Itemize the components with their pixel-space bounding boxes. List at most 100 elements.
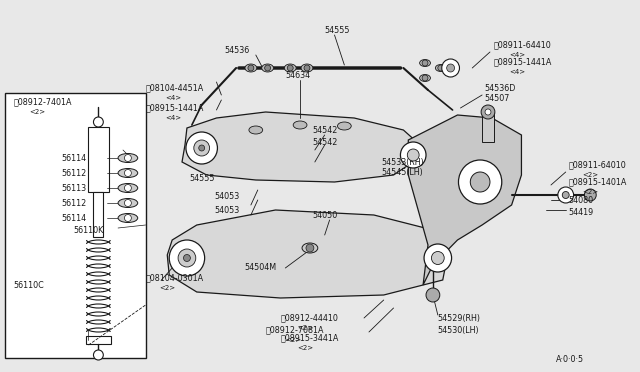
Text: <2>: <2> (582, 189, 598, 195)
Polygon shape (167, 210, 447, 298)
Text: 54555: 54555 (189, 173, 214, 183)
Text: 54536D: 54536D (484, 83, 515, 93)
Ellipse shape (420, 60, 431, 67)
Text: <4>: <4> (165, 95, 181, 101)
Ellipse shape (337, 122, 351, 130)
Circle shape (124, 199, 131, 206)
Circle shape (124, 154, 131, 161)
Circle shape (248, 65, 254, 71)
Circle shape (563, 192, 569, 199)
Circle shape (407, 149, 419, 161)
Text: <2>: <2> (29, 109, 45, 115)
Text: 54507: 54507 (484, 93, 509, 103)
Bar (93, 192, 103, 237)
Text: ⓝ08911-64010: ⓝ08911-64010 (569, 160, 627, 170)
Text: 56112: 56112 (61, 169, 86, 177)
Text: 54536: 54536 (225, 45, 250, 55)
Text: 54050: 54050 (313, 211, 338, 219)
Ellipse shape (435, 64, 446, 71)
Ellipse shape (118, 199, 138, 208)
Ellipse shape (420, 74, 431, 81)
Circle shape (93, 117, 103, 127)
Circle shape (426, 288, 440, 302)
Ellipse shape (245, 64, 257, 72)
Ellipse shape (302, 243, 318, 253)
Text: Ⓦ08915-1441A: Ⓦ08915-1441A (146, 103, 204, 112)
Text: Ⓦ08915-1401A: Ⓦ08915-1401A (569, 177, 627, 186)
Text: <2>: <2> (582, 172, 598, 178)
Circle shape (485, 109, 491, 115)
Circle shape (169, 240, 205, 276)
Circle shape (422, 60, 428, 66)
Text: <2>: <2> (297, 325, 313, 331)
Ellipse shape (118, 214, 138, 222)
Text: 54555: 54555 (324, 26, 350, 35)
Circle shape (124, 185, 131, 192)
Text: Ⓦ08915-3441A: Ⓦ08915-3441A (280, 334, 339, 343)
Ellipse shape (118, 154, 138, 163)
Circle shape (447, 64, 454, 72)
Bar (5, 93, 146, 358)
Text: Ⓑ08104-4451A: Ⓑ08104-4451A (146, 83, 204, 93)
Text: 54529(RH): 54529(RH) (438, 314, 481, 323)
Text: 54533(RH): 54533(RH) (381, 157, 424, 167)
Text: 54530(LH): 54530(LH) (438, 326, 479, 334)
Bar (482, 112, 494, 142)
Polygon shape (182, 112, 428, 182)
Circle shape (401, 142, 426, 168)
Circle shape (442, 59, 460, 77)
Text: <2>: <2> (285, 337, 301, 343)
Ellipse shape (118, 183, 138, 192)
Ellipse shape (118, 169, 138, 177)
Circle shape (124, 170, 131, 176)
Text: 54419: 54419 (569, 208, 594, 217)
Text: ⓝ08911-64410: ⓝ08911-64410 (494, 41, 552, 49)
Circle shape (124, 215, 131, 221)
Text: A·0·0·5: A·0·0·5 (556, 356, 584, 365)
Ellipse shape (284, 64, 296, 72)
Text: 54053: 54053 (214, 205, 240, 215)
Text: <4>: <4> (509, 52, 526, 58)
Circle shape (304, 65, 310, 71)
Circle shape (470, 172, 490, 192)
Circle shape (584, 189, 596, 201)
Text: ⓝ08104-0301A: ⓝ08104-0301A (146, 273, 204, 282)
Circle shape (424, 244, 452, 272)
Text: 54080: 54080 (569, 196, 594, 205)
Circle shape (184, 254, 190, 262)
Text: 54504M: 54504M (244, 263, 276, 273)
Text: ⓝ08912-7081A: ⓝ08912-7081A (266, 326, 324, 334)
Text: ⓝ08912-7401A: ⓝ08912-7401A (14, 97, 72, 106)
Ellipse shape (249, 126, 262, 134)
Circle shape (458, 160, 502, 204)
Text: <2>: <2> (159, 285, 175, 291)
Bar (88, 127, 109, 192)
Text: 54542: 54542 (312, 138, 337, 147)
Text: ⓝ08912-44410: ⓝ08912-44410 (280, 314, 339, 323)
Circle shape (199, 145, 205, 151)
Circle shape (265, 65, 271, 71)
Circle shape (431, 251, 444, 264)
Text: 56114: 56114 (61, 154, 86, 163)
Text: 56110C: 56110C (14, 280, 45, 289)
Text: <4>: <4> (509, 69, 526, 75)
Text: ⓜ08915-1441A: ⓜ08915-1441A (494, 58, 552, 67)
Circle shape (481, 105, 495, 119)
Text: <4>: <4> (165, 115, 181, 121)
Text: 56113: 56113 (61, 183, 86, 192)
Circle shape (194, 140, 209, 156)
Circle shape (438, 65, 444, 71)
Circle shape (558, 187, 573, 203)
Polygon shape (408, 115, 522, 285)
Ellipse shape (293, 121, 307, 129)
Text: 54634: 54634 (285, 71, 310, 80)
Ellipse shape (262, 64, 273, 72)
Text: 56110K: 56110K (74, 225, 104, 234)
Text: 54545(LH): 54545(LH) (381, 167, 424, 176)
Ellipse shape (301, 64, 313, 72)
Circle shape (93, 350, 103, 360)
Text: 56114: 56114 (61, 214, 86, 222)
Circle shape (422, 75, 428, 81)
Text: 56112: 56112 (61, 199, 86, 208)
Circle shape (186, 132, 218, 164)
